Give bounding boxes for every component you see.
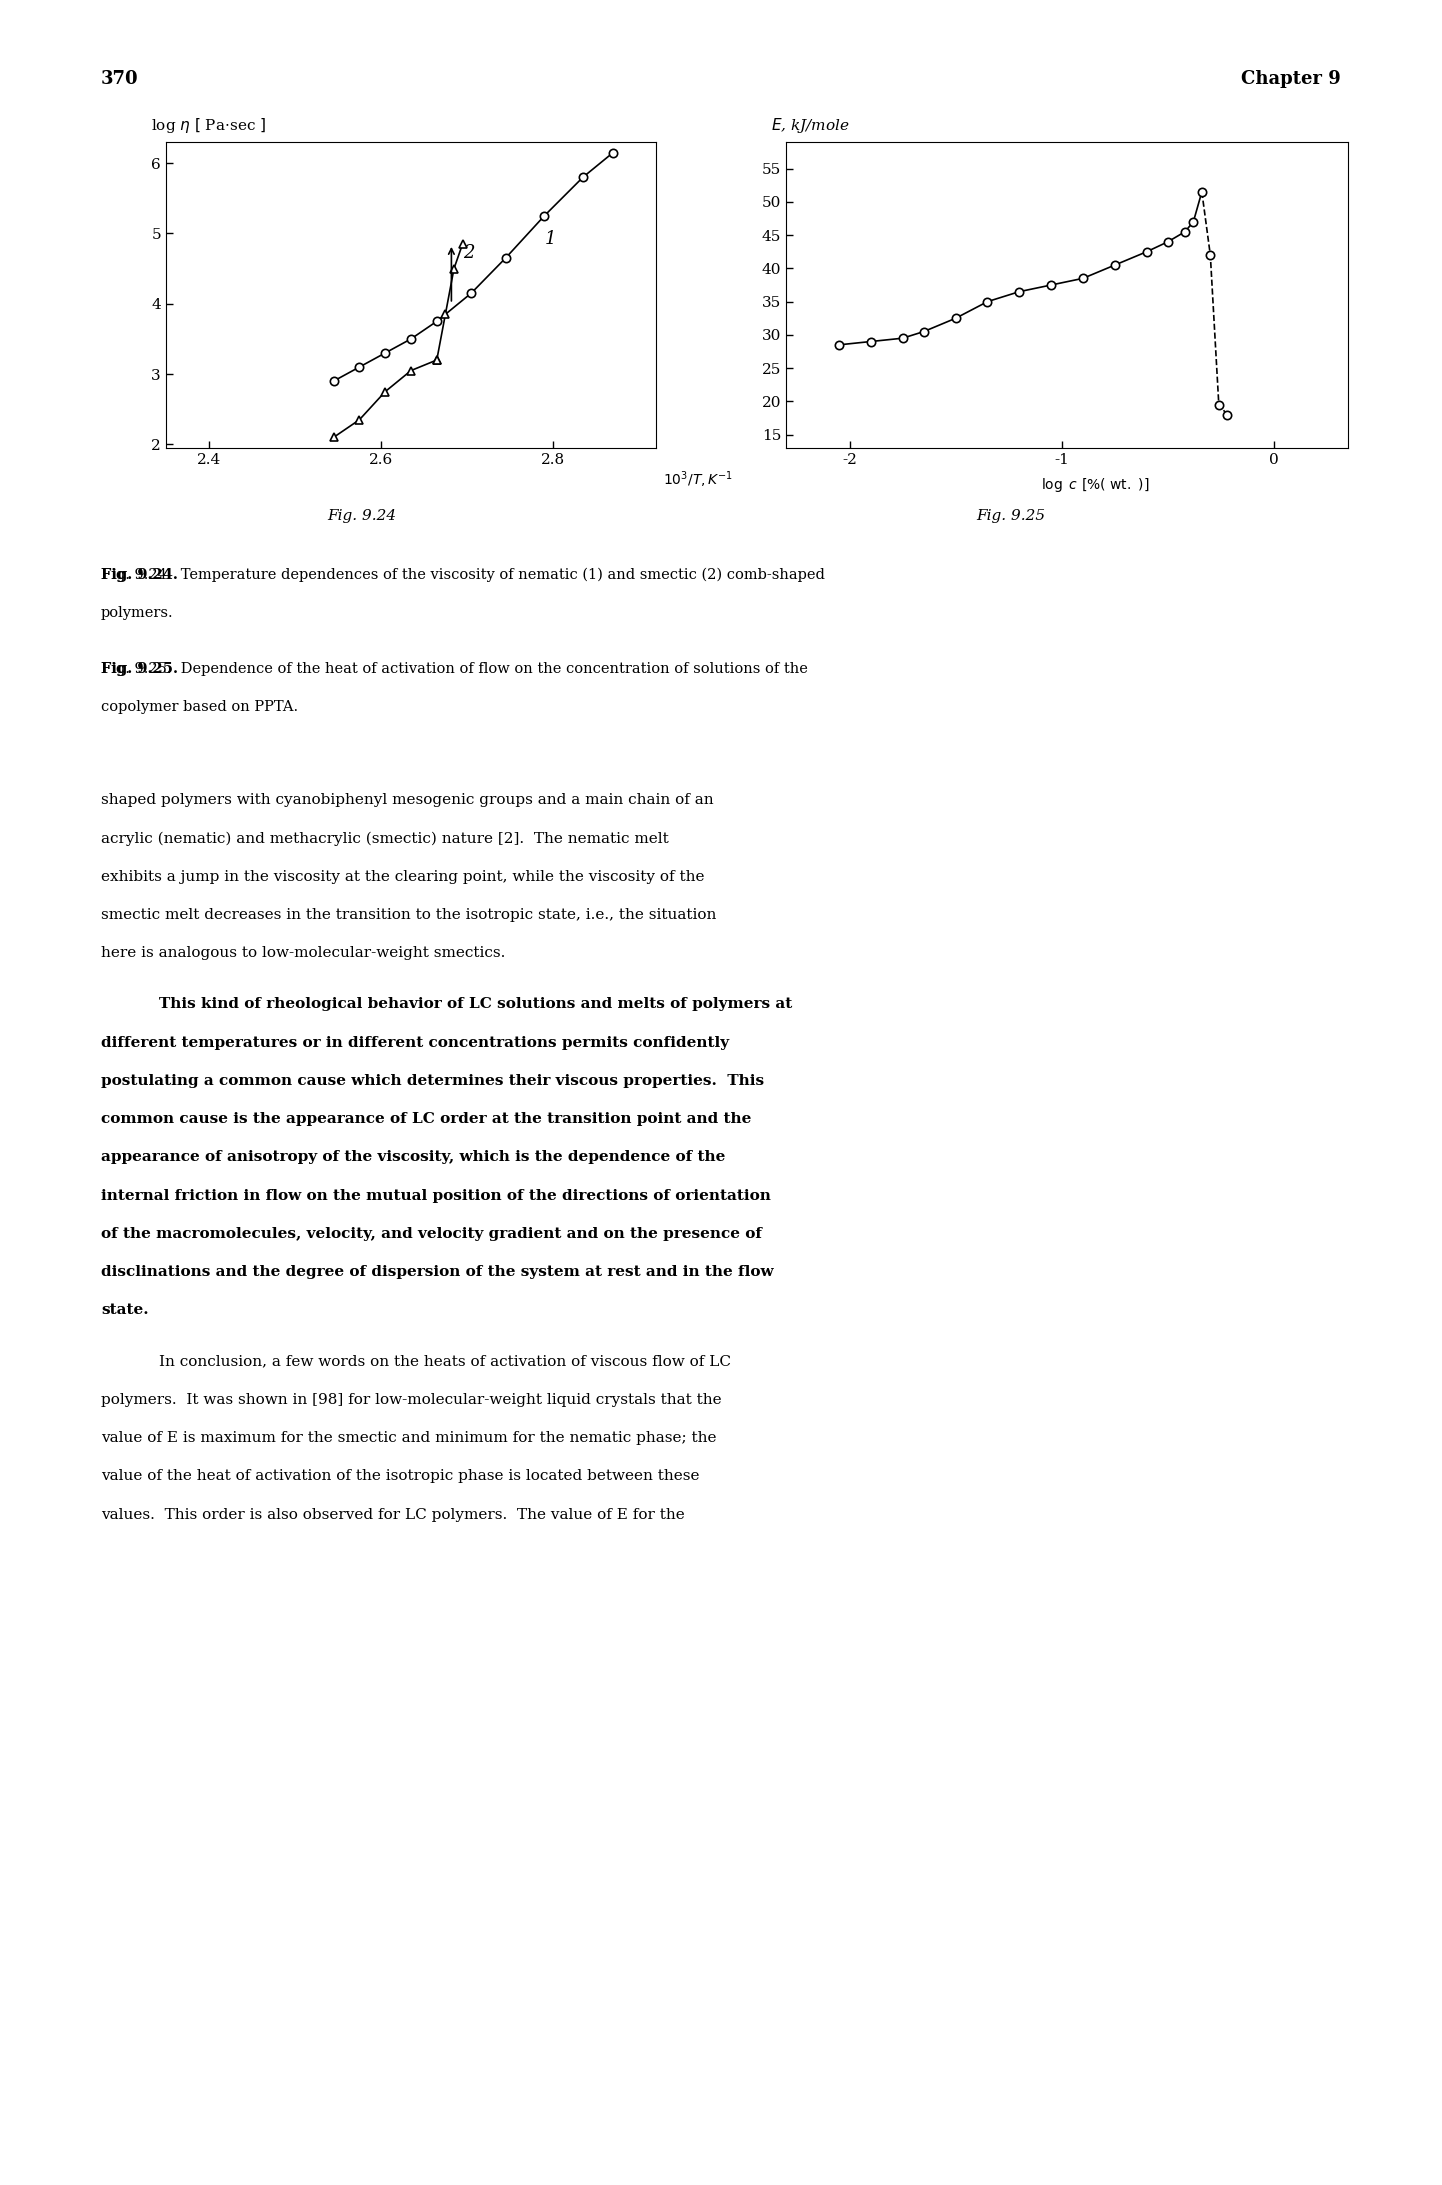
Text: Fig. 9.24: Fig. 9.24 (327, 509, 397, 522)
Text: state.: state. (101, 1302, 149, 1318)
Text: exhibits a jump in the viscosity at the clearing point, while the viscosity of t: exhibits a jump in the viscosity at the … (101, 870, 705, 883)
Text: Fig. 9.24.  Temperature dependences of the viscosity of nematic (1) and smectic : Fig. 9.24. Temperature dependences of th… (101, 568, 825, 583)
Text: $E$, kJ/mole: $E$, kJ/mole (771, 116, 851, 135)
Text: In conclusion, a few words on the heats of activation of viscous flow of LC: In conclusion, a few words on the heats … (159, 1355, 731, 1368)
Text: log $\eta$ $[$ Pa$\cdot$sec $]$: log $\eta$ $[$ Pa$\cdot$sec $]$ (151, 116, 267, 135)
Text: value of the heat of activation of the isotropic phase is located between these: value of the heat of activation of the i… (101, 1471, 699, 1484)
Text: Fig. 9.25.: Fig. 9.25. (101, 662, 177, 675)
Text: 2: 2 (463, 245, 474, 262)
Text: polymers.  It was shown in [98] for low-molecular-weight liquid crystals that th: polymers. It was shown in [98] for low-m… (101, 1394, 721, 1407)
Text: acrylic (nematic) and methacrylic (smectic) nature [2].  The nematic melt: acrylic (nematic) and methacrylic (smect… (101, 830, 669, 846)
Text: of the macromolecules, velocity, and velocity gradient and on the presence of: of the macromolecules, velocity, and vel… (101, 1228, 761, 1241)
Text: values.  This order is also observed for LC polymers.  The value of E for the: values. This order is also observed for … (101, 1508, 685, 1521)
Text: 370: 370 (101, 70, 138, 87)
Text: polymers.: polymers. (101, 605, 173, 621)
Text: here is analogous to low-molecular-weight smectics.: here is analogous to low-molecular-weigh… (101, 946, 505, 959)
Text: common cause is the appearance of LC order at the transition point and the: common cause is the appearance of LC ord… (101, 1112, 751, 1125)
Text: appearance of anisotropy of the viscosity, which is the dependence of the: appearance of anisotropy of the viscosit… (101, 1149, 725, 1165)
Text: postulating a common cause which determines their viscous properties.  This: postulating a common cause which determi… (101, 1073, 764, 1088)
Text: This kind of rheological behavior of LC solutions and melts of polymers at: This kind of rheological behavior of LC … (159, 996, 792, 1012)
Text: value of E is maximum for the smectic and minimum for the nematic phase; the: value of E is maximum for the smectic an… (101, 1431, 717, 1444)
Text: different temperatures or in different concentrations permits confidently: different temperatures or in different c… (101, 1036, 730, 1049)
Text: 1: 1 (544, 229, 555, 247)
Text: Fig. 9.25: Fig. 9.25 (976, 509, 1045, 522)
Text: disclinations and the degree of dispersion of the system at rest and in the flow: disclinations and the degree of dispersi… (101, 1265, 773, 1278)
Text: Chapter 9: Chapter 9 (1242, 70, 1341, 87)
Text: copolymer based on PPTA.: copolymer based on PPTA. (101, 699, 298, 714)
Text: shaped polymers with cyanobiphenyl mesogenic groups and a main chain of an: shaped polymers with cyanobiphenyl mesog… (101, 793, 714, 806)
Text: smectic melt decreases in the transition to the isotropic state, i.e., the situa: smectic melt decreases in the transition… (101, 909, 717, 922)
Text: Fig. 9.24.: Fig. 9.24. (101, 568, 177, 581)
Text: $10^3/T, K^{-1}$: $10^3/T, K^{-1}$ (663, 470, 734, 489)
Text: internal friction in flow on the mutual position of the directions of orientatio: internal friction in flow on the mutual … (101, 1189, 771, 1202)
Text: Fig. 9.25.  Dependence of the heat of activation of flow on the concentration of: Fig. 9.25. Dependence of the heat of act… (101, 662, 808, 675)
Text: $\log\ c\ [\%(\ \mathrm{wt.}\ )]$: $\log\ c\ [\%(\ \mathrm{wt.}\ )]$ (1041, 476, 1149, 494)
